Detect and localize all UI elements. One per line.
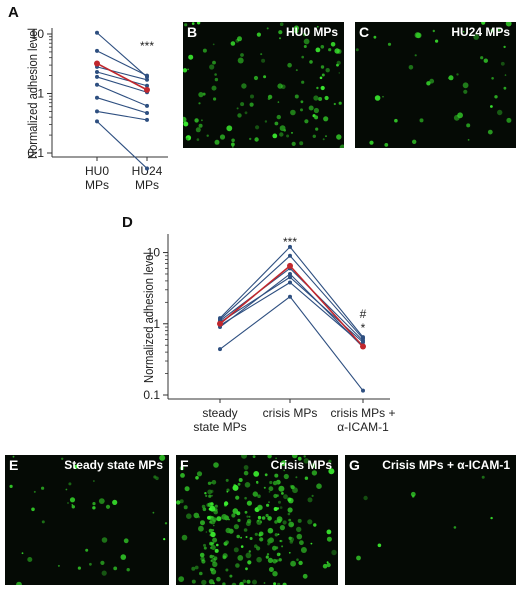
panel-letter-d: D <box>122 214 133 231</box>
series-line <box>96 66 148 81</box>
series-point <box>288 271 292 276</box>
y-tick-label: 1 <box>153 317 160 331</box>
y-axis-label: Normalized adhesion level <box>25 28 40 159</box>
series-point <box>288 253 292 258</box>
micrograph-g: G Crisis MPs + α-ICAM-1 <box>345 455 516 585</box>
panel-letter-b: B <box>187 24 198 40</box>
micrograph-b: B HU0 MPs <box>183 22 344 148</box>
mean-line <box>96 62 148 91</box>
series-point <box>95 30 99 35</box>
x-tick-label: MPs <box>135 178 159 192</box>
series-point <box>145 166 149 171</box>
x-tick-label: state MPs <box>193 420 246 434</box>
series-point <box>288 244 292 249</box>
series-point <box>145 77 149 82</box>
micrograph-c: C HU24 MPs <box>355 22 516 148</box>
x-tick-label: MPs <box>85 178 109 192</box>
mean-point <box>360 343 366 350</box>
y-tick-label: 10 <box>31 27 45 41</box>
series-line <box>96 71 148 87</box>
series-line <box>96 110 148 121</box>
series-line <box>96 97 148 114</box>
series-point <box>218 347 222 352</box>
significance-annotation: # <box>360 307 367 321</box>
significance-annotation: * <box>361 321 366 335</box>
chart-d: 10 1 0.1 Normalized adhesion level steadysta… <box>141 234 396 434</box>
series-point <box>288 275 292 280</box>
panel-letter-a: A <box>8 4 19 21</box>
series-point <box>288 294 292 299</box>
x-tick-label: steady <box>202 406 237 420</box>
series-line <box>96 84 148 107</box>
series-line <box>96 50 148 77</box>
mean-point <box>144 86 150 93</box>
micrograph-e: E Steady state MPs <box>5 455 169 585</box>
x-tick-label: HU24 <box>132 164 163 178</box>
x-tick-label: HU0 <box>85 164 109 178</box>
y-axis-label: Normalized adhesion level <box>141 252 156 383</box>
micrograph-c-label: HU24 MPs <box>451 25 510 39</box>
panel-letter-e: E <box>9 457 19 473</box>
micrograph-b-label: HU0 MPs <box>285 25 338 39</box>
y-tick-label: 1 <box>37 87 44 101</box>
panel-letter-c: C <box>359 24 370 40</box>
y-tick-label: 0.1 <box>27 146 44 160</box>
mean-point <box>217 320 223 327</box>
x-tick-label: crisis MPs <box>263 406 318 420</box>
series-point <box>95 74 99 79</box>
x-tick-label: α-ICAM-1 <box>337 420 389 434</box>
series-point <box>288 280 292 285</box>
series-line <box>96 76 148 93</box>
y-tick-label: 0.1 <box>143 388 160 402</box>
series-point <box>95 95 99 100</box>
mean-point <box>287 262 293 269</box>
mean-point <box>94 60 100 67</box>
micrograph-e-label: Steady state MPs <box>64 458 163 472</box>
series-point <box>95 109 99 114</box>
series-line <box>96 32 148 78</box>
significance-annotation: *** <box>140 39 154 53</box>
series-point <box>145 117 149 122</box>
series-point <box>145 73 149 78</box>
series-line <box>96 120 148 169</box>
micrograph-g-label: Crisis MPs + α-ICAM-1 <box>382 458 510 472</box>
series-point <box>145 111 149 116</box>
panel-letter-g: G <box>349 457 360 473</box>
micrograph-f-label: Crisis MPs <box>270 458 332 472</box>
series-point <box>361 340 365 345</box>
series-point <box>145 83 149 88</box>
micrograph-f: F Crisis MPs <box>176 455 338 585</box>
series-point <box>95 69 99 74</box>
panel-letter-f: F <box>180 457 189 473</box>
series-point <box>95 48 99 53</box>
series-point <box>145 103 149 108</box>
y-tick-label: 10 <box>147 246 161 260</box>
series-point <box>361 388 365 393</box>
series-point <box>95 82 99 87</box>
significance-annotation: *** <box>283 235 297 249</box>
x-tick-label: crisis MPs + <box>330 406 395 420</box>
series-point <box>95 119 99 124</box>
